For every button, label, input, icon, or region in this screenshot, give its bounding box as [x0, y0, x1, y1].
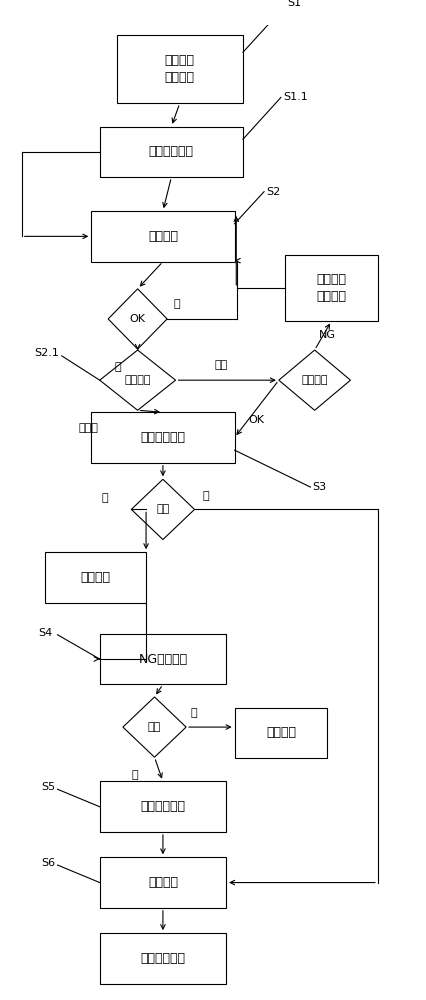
Text: 通讯报警: 通讯报警	[265, 726, 295, 739]
FancyBboxPatch shape	[100, 127, 242, 177]
Text: S2.1: S2.1	[35, 348, 59, 358]
FancyBboxPatch shape	[116, 35, 242, 103]
FancyBboxPatch shape	[100, 634, 226, 684]
Text: S2: S2	[265, 187, 280, 197]
Text: 通讯调节
光源亮度: 通讯调节 光源亮度	[316, 273, 345, 303]
Text: 图像灰度: 图像灰度	[301, 375, 327, 385]
Text: S1: S1	[287, 0, 301, 8]
Polygon shape	[100, 350, 175, 410]
Text: 瑕疵分类: 瑕疵分类	[81, 571, 110, 584]
FancyBboxPatch shape	[100, 933, 226, 984]
Text: OK: OK	[248, 415, 264, 425]
Text: S3: S3	[312, 482, 326, 492]
Text: S4: S4	[38, 628, 53, 638]
Polygon shape	[108, 289, 167, 349]
Text: S5: S5	[41, 782, 55, 792]
Text: NG等级判定: NG等级判定	[138, 653, 187, 666]
FancyBboxPatch shape	[91, 412, 234, 463]
Polygon shape	[278, 350, 350, 410]
FancyBboxPatch shape	[45, 552, 146, 603]
Text: 是: 是	[114, 362, 121, 372]
Text: 灰度监测: 灰度监测	[124, 375, 150, 385]
Text: 瑕疵: 瑕疵	[156, 504, 169, 514]
Text: S1.1: S1.1	[282, 92, 307, 102]
Text: 无: 无	[201, 491, 208, 501]
Text: NG: NG	[318, 330, 335, 340]
Polygon shape	[131, 479, 194, 540]
Text: 通讯瑕疵处理: 通讯瑕疵处理	[140, 800, 185, 813]
Text: 否: 否	[190, 708, 196, 718]
FancyBboxPatch shape	[100, 781, 226, 832]
Text: 是: 是	[131, 770, 138, 780]
Text: 启用: 启用	[214, 360, 227, 370]
Text: 否: 否	[173, 299, 180, 309]
Text: 图像数据存储: 图像数据存储	[140, 952, 185, 965]
Text: 严重: 严重	[147, 722, 161, 732]
Text: 图像采集: 图像采集	[147, 230, 178, 243]
Text: 有: 有	[101, 493, 108, 503]
FancyBboxPatch shape	[285, 255, 377, 321]
Text: 不启用: 不启用	[78, 423, 98, 433]
FancyBboxPatch shape	[91, 211, 234, 262]
Text: 图像显示: 图像显示	[147, 876, 178, 889]
FancyBboxPatch shape	[100, 857, 226, 908]
Text: 切换检测方案: 切换检测方案	[149, 145, 193, 158]
Text: 识别图像瑕疵: 识别图像瑕疵	[140, 431, 185, 444]
Text: S6: S6	[41, 858, 55, 868]
Text: 采集极片
运动信息: 采集极片 运动信息	[164, 54, 194, 84]
FancyBboxPatch shape	[234, 708, 326, 758]
Polygon shape	[123, 697, 186, 757]
Text: OK: OK	[130, 314, 145, 324]
